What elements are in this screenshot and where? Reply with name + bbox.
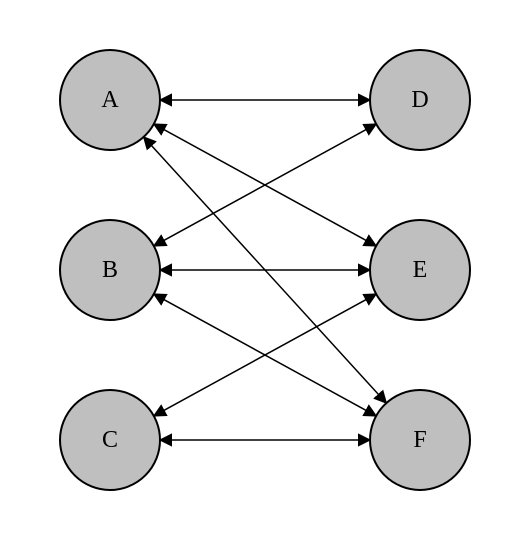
node-F: F xyxy=(370,390,470,490)
node-label-C: C xyxy=(102,427,118,453)
edges-group xyxy=(144,100,387,440)
node-C: C xyxy=(60,390,160,490)
node-B: B xyxy=(60,220,160,320)
node-E: E xyxy=(370,220,470,320)
node-A: A xyxy=(60,50,160,150)
node-label-A: A xyxy=(101,87,119,113)
network-diagram: A B C D E F xyxy=(0,0,530,538)
node-D: D xyxy=(370,50,470,150)
node-label-E: E xyxy=(413,257,428,283)
node-label-B: B xyxy=(102,257,118,283)
node-label-D: D xyxy=(411,87,428,113)
node-label-F: F xyxy=(413,427,426,453)
